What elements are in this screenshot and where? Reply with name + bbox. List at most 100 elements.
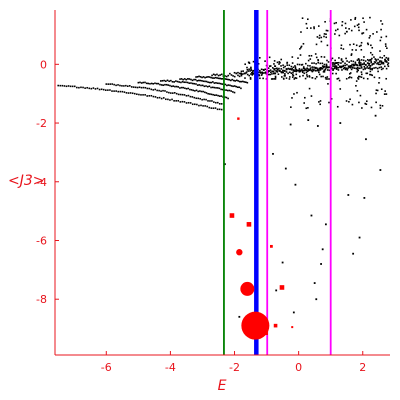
data-point (238, 75, 241, 78)
data-point (301, 17, 304, 19)
data-point (334, 33, 336, 35)
data-point (346, 30, 348, 33)
data-point (193, 82, 196, 85)
data-point (225, 78, 228, 80)
data-point (218, 82, 220, 85)
data-point (345, 27, 347, 29)
data-point (359, 63, 362, 66)
data-point (351, 66, 354, 69)
data-point (268, 65, 271, 67)
data-point (260, 68, 263, 71)
data-point (292, 70, 295, 72)
data-point (366, 42, 369, 45)
data-point (179, 101, 182, 103)
data-point (359, 94, 362, 97)
data-point (382, 62, 385, 65)
data-point (232, 85, 234, 88)
data-point (343, 66, 346, 69)
data-point (301, 71, 304, 74)
data-point (220, 95, 223, 97)
data-point (323, 69, 325, 72)
data-point (328, 69, 331, 72)
data-point (208, 106, 211, 109)
data-point (210, 81, 213, 84)
data-point (316, 36, 319, 38)
data-point (269, 69, 272, 71)
data-point (92, 87, 95, 89)
data-point (359, 62, 362, 64)
data-point (311, 62, 313, 64)
data-point (300, 70, 302, 72)
data-point (370, 61, 373, 64)
data-point (61, 84, 64, 87)
data-point (176, 80, 179, 83)
data-point (354, 18, 356, 20)
y-tick-label: -6 (36, 234, 47, 247)
data-point (272, 70, 275, 73)
data-point (335, 62, 338, 64)
data-point (274, 76, 277, 79)
data-point (376, 89, 379, 92)
data-point (336, 78, 339, 80)
data-point (374, 114, 377, 117)
data-point (146, 87, 149, 90)
data-point (187, 94, 190, 97)
data-point (385, 59, 387, 62)
data-point (359, 67, 361, 70)
data-point (319, 103, 321, 106)
data-point (175, 85, 178, 88)
data-point (177, 93, 180, 96)
data-point (274, 75, 277, 78)
data-point (382, 67, 384, 70)
data-point (209, 100, 211, 102)
data-point (363, 56, 365, 58)
data-point (383, 93, 386, 95)
data-point (357, 58, 360, 60)
data-point (187, 87, 190, 90)
data-point (212, 73, 215, 76)
data-point (351, 63, 353, 66)
data-point (355, 80, 358, 82)
data-point (354, 61, 357, 64)
data-point (367, 67, 370, 70)
data-point (123, 85, 125, 87)
data-point (363, 21, 365, 23)
data-point (156, 89, 158, 92)
data-point (324, 76, 327, 79)
data-point (338, 34, 341, 37)
highlight-point (229, 213, 235, 218)
data-point (252, 73, 254, 75)
data-point (337, 64, 340, 66)
data-point (193, 103, 196, 106)
data-point (185, 94, 188, 97)
data-point (227, 97, 229, 100)
data-point (334, 29, 337, 32)
data-point (310, 69, 313, 72)
data-point (370, 60, 372, 63)
data-point (240, 80, 243, 83)
data-point (246, 73, 249, 76)
data-point (302, 42, 305, 45)
data-point (354, 16, 357, 19)
data-point (235, 85, 238, 88)
data-point (264, 71, 267, 74)
data-point (350, 68, 353, 71)
data-point (212, 93, 214, 96)
data-point (323, 56, 326, 58)
data-point (115, 90, 117, 92)
data-point (267, 70, 270, 72)
data-point (347, 65, 350, 67)
data-point (323, 33, 326, 35)
data-point (291, 62, 294, 64)
data-point (342, 67, 345, 70)
data-point (318, 101, 320, 103)
data-point (313, 26, 315, 28)
data-point (215, 82, 217, 84)
data-point (323, 71, 326, 73)
data-point (365, 100, 368, 103)
data-point (218, 108, 221, 111)
data-point (221, 88, 224, 91)
data-point (211, 100, 213, 102)
data-point (208, 76, 211, 78)
data-point (360, 48, 363, 51)
